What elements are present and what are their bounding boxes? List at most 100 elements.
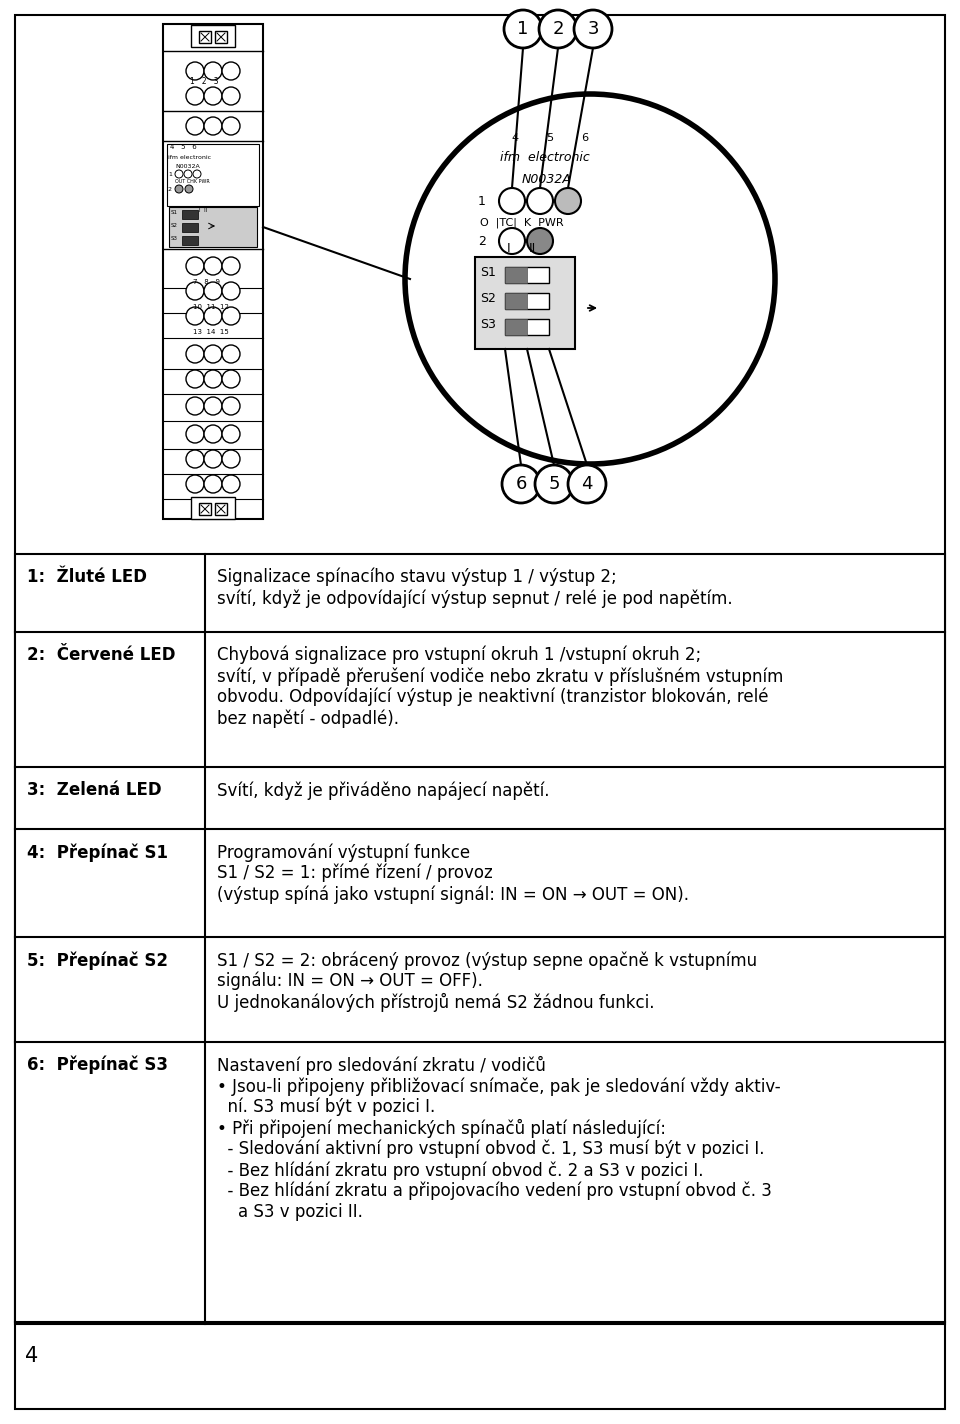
Text: 2: 2 [168,187,172,192]
Circle shape [204,476,222,493]
Circle shape [204,256,222,275]
Text: 5: 5 [548,476,560,493]
Circle shape [186,345,204,363]
Text: 4        5        6: 4 5 6 [512,132,589,142]
Circle shape [204,345,222,363]
Text: • Při připojení mechanických spínačů platí následující:: • Při připojení mechanických spínačů pla… [217,1119,666,1138]
Circle shape [204,424,222,443]
Text: obvodu. Odpovídající výstup je neaktivní (tranzistor blokován, relé: obvodu. Odpovídající výstup je neaktivní… [217,688,769,706]
Text: Chybová signalizace pro vstupní okruh 1 /vstupní okruh 2;: Chybová signalizace pro vstupní okruh 1 … [217,646,701,665]
Text: 13  14  15: 13 14 15 [193,329,228,335]
Circle shape [222,345,240,363]
Text: Programování výstupní funkce: Programování výstupní funkce [217,843,470,862]
Circle shape [539,10,577,48]
Circle shape [204,87,222,105]
Circle shape [186,476,204,493]
Text: 4   5   6: 4 5 6 [170,144,197,150]
Circle shape [185,185,193,194]
Circle shape [204,63,222,80]
Bar [191,497,235,518]
Text: I  II: I II [199,208,207,214]
Text: S1 / S2 = 2: obrácený provoz (výstup sepne opačně k vstupnímu: S1 / S2 = 2: obrácený provoz (výstup sep… [217,951,757,970]
Text: 4: 4 [581,476,592,493]
Circle shape [222,282,240,300]
Circle shape [222,87,240,105]
Bar [505,293,549,309]
Text: 1: 1 [168,172,172,177]
Text: - Bez hlídání zkratu a připojovacího vedení pro vstupní obvod č. 3: - Bez hlídání zkratu a připojovacího ved… [217,1182,772,1200]
Bar [182,209,198,219]
Bar [167,144,259,206]
Text: OUT CHK PWR: OUT CHK PWR [175,179,209,184]
Text: S2: S2 [480,292,496,306]
Bar [505,319,527,335]
Text: - Bez hlídání zkratu pro vstupní obvod č. 2 a S3 v pozici I.: - Bez hlídání zkratu pro vstupní obvod č… [217,1161,704,1179]
Bar [215,31,227,43]
Circle shape [222,370,240,387]
Text: 4: 4 [25,1346,38,1366]
Text: U jednokanálových přístrojů nemá S2 žádnou funkci.: U jednokanálových přístrojů nemá S2 žádn… [217,993,655,1012]
Circle shape [405,94,775,464]
Circle shape [186,282,204,300]
Circle shape [204,397,222,414]
Circle shape [499,188,525,214]
Text: ní. S3 musí být v pozici I.: ní. S3 musí být v pozici I. [217,1098,435,1116]
Bar [163,24,263,518]
Text: 4:  Přepínač S1: 4: Přepínač S1 [27,843,168,862]
Text: S2: S2 [171,224,178,228]
Text: 10  11  12: 10 11 12 [193,303,228,310]
Text: ifm electronic: ifm electronic [168,155,211,159]
Text: svítí, když je odpovídající výstup sepnut / relé je pod napětím.: svítí, když je odpovídající výstup sepnu… [217,590,732,608]
Text: 2:  Červené LED: 2: Červené LED [27,646,176,664]
Text: 2: 2 [552,20,564,38]
Bar [505,268,549,283]
Text: 1:  Žluté LED: 1: Žluté LED [27,568,147,587]
Circle shape [568,466,606,503]
Bar [475,256,575,349]
Bar [199,503,211,515]
Circle shape [504,10,542,48]
Circle shape [184,169,192,178]
Text: ifm  electronic: ifm electronic [500,151,589,164]
Circle shape [222,476,240,493]
Text: S1: S1 [171,209,178,215]
Bar [15,554,945,1324]
Text: • Jsou-li připojeny přibližovací snímače, pak je sledování vždy aktiv-: • Jsou-li připojeny přibližovací snímače… [217,1077,780,1095]
Text: a S3 v pozici II.: a S3 v pozici II. [217,1203,363,1220]
Text: S3: S3 [480,319,496,332]
Circle shape [186,424,204,443]
Text: 2: 2 [478,235,486,248]
Text: 5:  Přepínač S2: 5: Přepínač S2 [27,951,168,970]
Text: (výstup spíná jako vstupní signál: IN = ON → OUT = ON).: (výstup spíná jako vstupní signál: IN = … [217,884,689,903]
Text: Svítí, když je přiváděno napájecí napětí.: Svítí, když je přiváděno napájecí napětí… [217,780,549,799]
Text: 7   8   9: 7 8 9 [193,279,220,285]
Circle shape [502,466,540,503]
Bar [182,224,198,232]
Circle shape [204,117,222,135]
Circle shape [186,397,204,414]
Circle shape [186,117,204,135]
Bar [169,206,257,246]
Text: 6:  Přepínač S3: 6: Přepínač S3 [27,1057,168,1075]
Text: 3: 3 [588,20,599,38]
Circle shape [222,63,240,80]
Text: signálu: IN = ON → OUT = OFF).: signálu: IN = ON → OUT = OFF). [217,973,483,991]
Circle shape [499,228,525,253]
Text: Signalizace spínacího stavu výstup 1 / výstup 2;: Signalizace spínacího stavu výstup 1 / v… [217,568,616,587]
Text: II: II [529,242,537,255]
Circle shape [186,370,204,387]
Circle shape [222,308,240,325]
Circle shape [204,308,222,325]
Text: N0032A: N0032A [175,164,200,169]
Text: S3: S3 [171,236,178,241]
Bar [191,26,235,47]
Circle shape [527,228,553,253]
Bar [199,31,211,43]
Bar [182,236,198,245]
Circle shape [186,308,204,325]
Text: 6: 6 [516,476,527,493]
Bar [505,268,527,283]
Circle shape [186,450,204,468]
Text: 1: 1 [517,20,529,38]
Text: svítí, v případě přerušení vodiče nebo zkratu v příslušném vstupním: svítí, v případě přerušení vodiče nebo z… [217,666,783,685]
